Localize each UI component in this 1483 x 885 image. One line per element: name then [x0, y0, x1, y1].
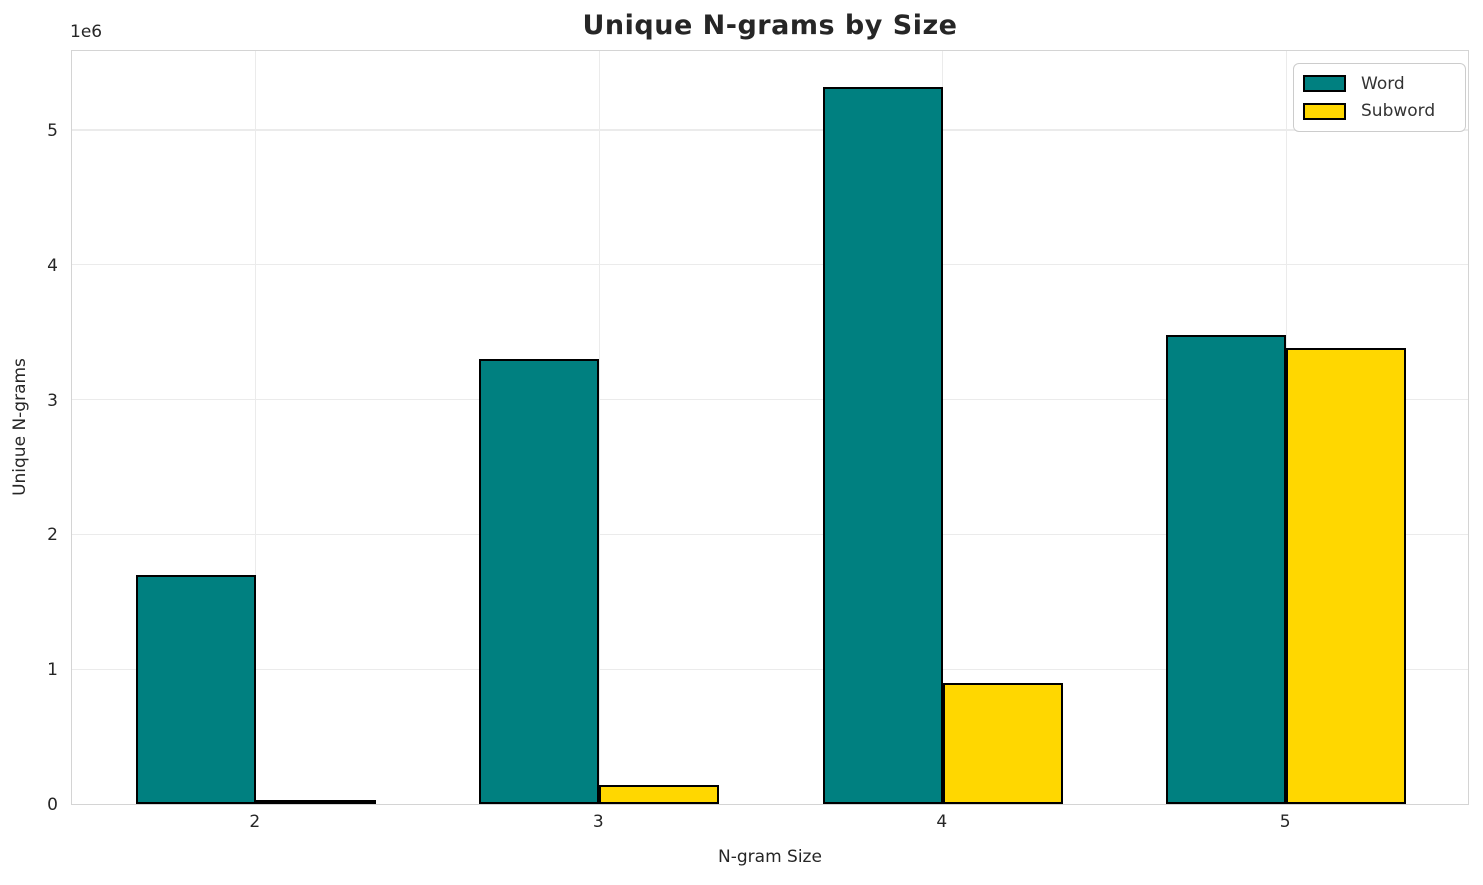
legend-item-subword: Subword	[1303, 101, 1459, 121]
bar-subword-ngram-3	[599, 785, 720, 804]
legend-swatch-subword	[1303, 102, 1346, 120]
y-gridline	[72, 264, 1468, 266]
legend-label-subword: Subword	[1361, 101, 1436, 122]
y-tick-label: 5	[47, 120, 58, 141]
x-tick-label: 2	[249, 812, 261, 832]
bar-word-ngram-2	[135, 574, 256, 804]
plot-area	[71, 50, 1469, 805]
legend-item-word: Word	[1303, 74, 1459, 94]
bar-word-ngram-4	[822, 86, 943, 804]
bar-word-ngram-3	[479, 359, 600, 804]
y-tick-label: 1	[47, 660, 58, 681]
y-gridline	[72, 129, 1468, 131]
y-gridline	[72, 668, 1468, 670]
legend-label-word: Word	[1361, 73, 1405, 94]
y-axis-offset-label: 1e6	[70, 22, 103, 42]
y-tick-label: 3	[47, 390, 58, 411]
legend: Word Subword	[1293, 63, 1466, 132]
bar-subword-ngram-5	[1286, 348, 1407, 804]
y-axis-label: Unique N-grams	[10, 358, 30, 496]
legend-swatch-word	[1303, 75, 1346, 93]
x-tick-label: 4	[936, 812, 948, 832]
y-tick-label: 4	[47, 255, 58, 276]
bar-word-ngram-5	[1166, 334, 1287, 804]
x-tick-label: 3	[592, 812, 604, 832]
x-axis-label: N-gram Size	[718, 847, 822, 867]
bar-subword-ngram-4	[942, 682, 1063, 804]
x-tick-label: 5	[1279, 812, 1291, 832]
y-gridline	[72, 398, 1468, 401]
chart-title: Unique N-grams by Size	[582, 10, 958, 41]
x-gridline	[255, 51, 257, 804]
y-tick-label: 2	[47, 525, 58, 546]
bar-subword-ngram-2	[255, 800, 376, 804]
y-gridline	[72, 533, 1468, 536]
y-tick-label: 0	[47, 795, 58, 815]
